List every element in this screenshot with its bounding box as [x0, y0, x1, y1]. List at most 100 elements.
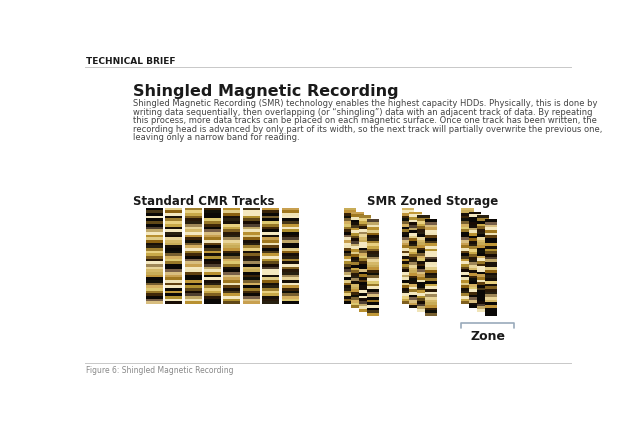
Bar: [469, 241, 481, 244]
Bar: [410, 268, 422, 270]
Bar: [461, 221, 474, 224]
Bar: [146, 299, 163, 301]
Bar: [344, 269, 356, 272]
Bar: [344, 301, 356, 304]
Bar: [359, 290, 371, 293]
Bar: [417, 232, 429, 234]
Bar: [402, 293, 414, 296]
Bar: [402, 277, 414, 280]
Bar: [243, 248, 260, 251]
Text: recording head is advanced by only part of its width, so the next track will par: recording head is advanced by only part …: [132, 125, 602, 133]
Bar: [477, 269, 489, 272]
Bar: [282, 259, 298, 261]
Bar: [359, 261, 371, 263]
Bar: [402, 301, 414, 304]
Bar: [367, 273, 379, 275]
Bar: [359, 237, 371, 239]
Bar: [223, 272, 241, 275]
Bar: [425, 251, 437, 254]
Bar: [204, 256, 221, 259]
Bar: [367, 284, 379, 286]
Bar: [410, 217, 422, 220]
Bar: [165, 275, 182, 277]
Bar: [484, 246, 497, 249]
Bar: [410, 236, 422, 239]
Bar: [469, 297, 481, 300]
Bar: [367, 260, 379, 262]
Bar: [425, 294, 437, 297]
Bar: [477, 299, 489, 301]
Bar: [282, 253, 298, 256]
Bar: [243, 235, 260, 237]
Bar: [477, 306, 489, 309]
Bar: [262, 211, 279, 213]
Bar: [469, 244, 481, 246]
Bar: [344, 213, 356, 216]
Bar: [204, 245, 221, 248]
Bar: [146, 256, 163, 259]
Bar: [484, 294, 497, 297]
Bar: [204, 288, 221, 291]
Bar: [146, 237, 163, 240]
Bar: [351, 222, 364, 225]
Bar: [469, 276, 481, 278]
Bar: [282, 235, 298, 237]
Bar: [204, 272, 221, 275]
Bar: [484, 257, 497, 260]
Bar: [344, 224, 356, 227]
Bar: [484, 273, 497, 275]
Bar: [165, 280, 182, 283]
Bar: [165, 269, 182, 272]
Bar: [461, 235, 474, 237]
Bar: [359, 229, 371, 232]
Bar: [243, 272, 260, 275]
Bar: [410, 214, 422, 217]
Bar: [417, 272, 429, 274]
Bar: [282, 242, 298, 245]
Bar: [402, 269, 414, 272]
Bar: [282, 291, 298, 293]
Bar: [344, 285, 356, 288]
Bar: [243, 242, 260, 245]
Bar: [344, 232, 356, 235]
Bar: [461, 299, 474, 301]
Bar: [469, 281, 481, 284]
Bar: [410, 300, 422, 302]
Bar: [351, 284, 364, 287]
Bar: [262, 264, 279, 266]
Bar: [146, 277, 163, 280]
Bar: [410, 211, 422, 214]
Bar: [417, 215, 429, 218]
Bar: [243, 227, 260, 229]
Bar: [204, 235, 221, 237]
Bar: [165, 211, 182, 213]
Bar: [484, 305, 497, 308]
Bar: [425, 260, 437, 262]
Bar: [262, 242, 279, 245]
Bar: [359, 248, 371, 250]
Bar: [402, 235, 414, 237]
Bar: [484, 310, 497, 313]
Bar: [344, 264, 356, 266]
Bar: [243, 208, 260, 211]
Bar: [165, 232, 182, 235]
Bar: [344, 293, 356, 296]
Bar: [461, 285, 474, 288]
Bar: [367, 297, 379, 299]
Bar: [146, 261, 163, 264]
Bar: [410, 302, 422, 305]
Bar: [461, 301, 474, 304]
Bar: [204, 211, 221, 213]
Bar: [461, 208, 474, 211]
Bar: [484, 270, 497, 273]
Text: Shingled Magnetic Recording: Shingled Magnetic Recording: [132, 84, 398, 99]
Bar: [184, 256, 202, 259]
Bar: [223, 227, 241, 229]
Bar: [477, 301, 489, 304]
Bar: [410, 270, 422, 273]
Bar: [469, 273, 481, 276]
Bar: [243, 213, 260, 216]
Bar: [223, 218, 241, 221]
Bar: [484, 299, 497, 302]
Bar: [351, 305, 364, 308]
